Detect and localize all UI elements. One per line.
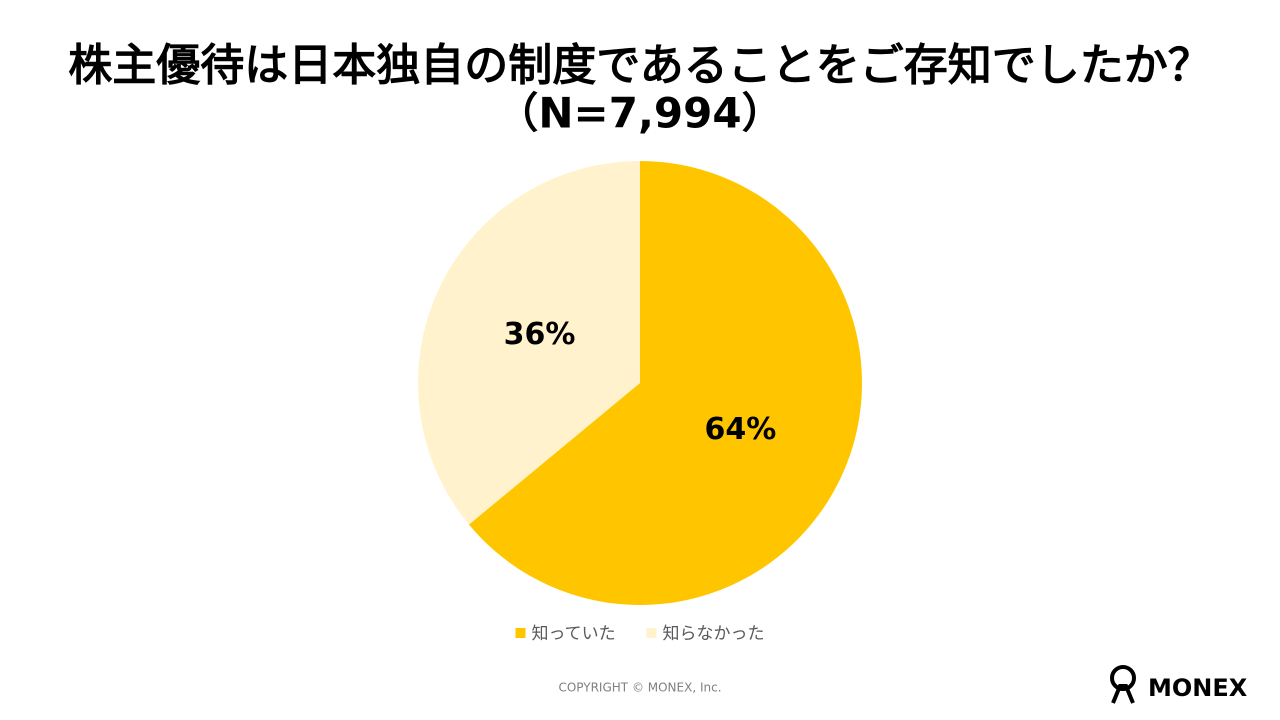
logo-icon-body (1111, 684, 1135, 704)
chart-subtitle: （N=7,994） (496, 89, 783, 138)
legend-swatch (515, 628, 526, 638)
pie-slice (468, 161, 862, 605)
pie-slice (418, 161, 640, 525)
legend-label: 知らなかった (663, 624, 765, 644)
data-label: 64% (705, 412, 777, 447)
pie: 64% 36% (418, 161, 862, 605)
copyright: COPYRIGHT © MONEX, Inc. (558, 681, 721, 695)
legend: 知っていた 知らなかった (515, 624, 765, 644)
legend-label: 知っていた (532, 624, 616, 644)
logo-text: MONEX (1148, 674, 1248, 702)
data-label: 36% (504, 317, 576, 352)
logo-icon (1110, 665, 1136, 691)
logo: MONEX (1110, 665, 1248, 704)
legend-swatch (646, 628, 657, 638)
chart-title: 株主優待は日本独自の制度であることをご存知でしたか？ (68, 40, 1212, 91)
